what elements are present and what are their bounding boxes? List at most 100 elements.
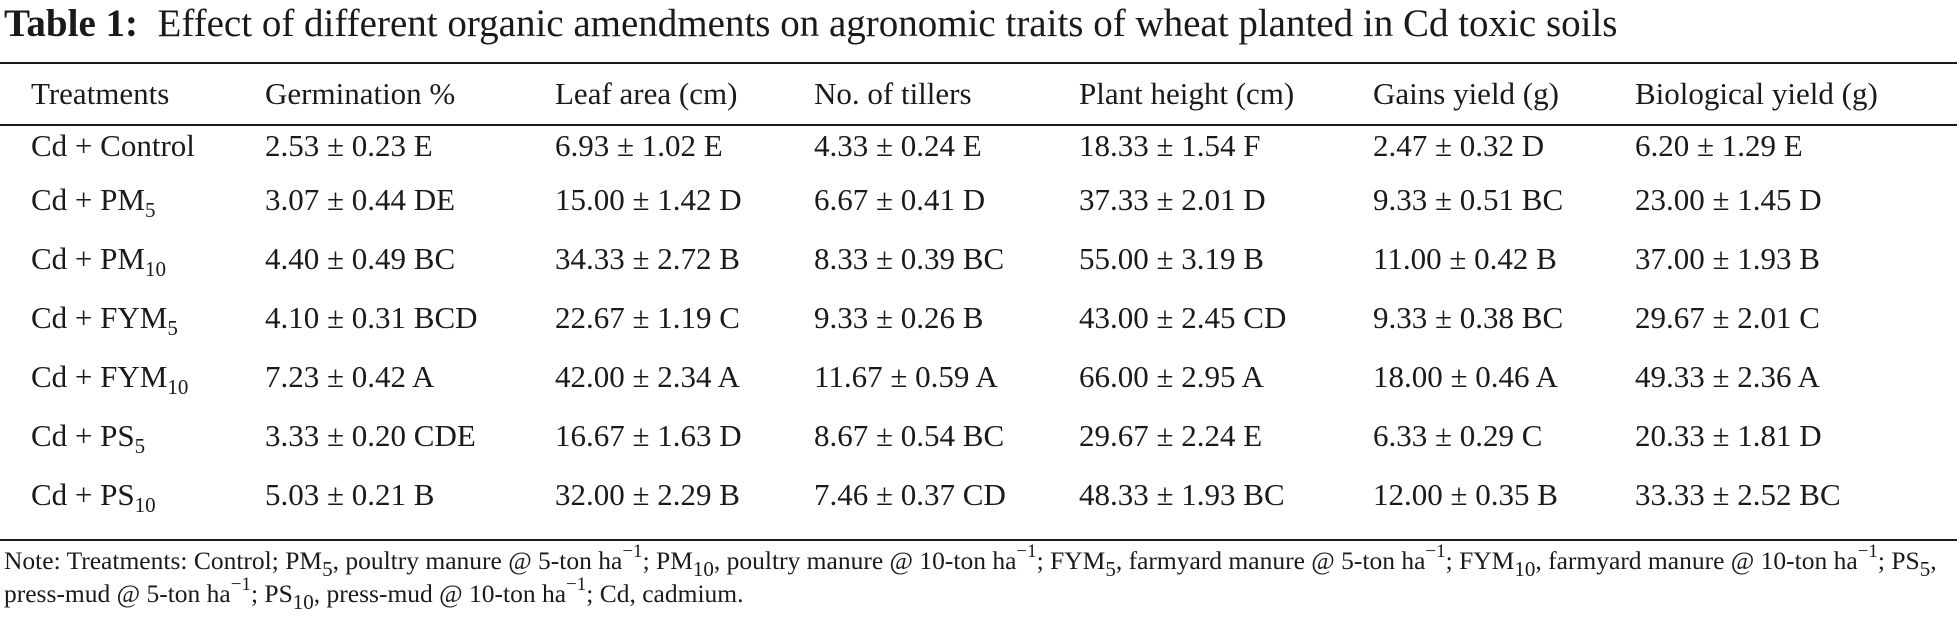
plant-height-cell: 43.00 ± 2.45 CD <box>1079 300 1287 335</box>
note-text: Note: Treatments: Control; PM <box>4 546 323 575</box>
plant-height-cell: 55.00 ± 3.19 B <box>1079 241 1264 276</box>
table-row: Cd + FYM10 7.23 ± 0.42 A 42.00 ± 2.34 A 11.… <box>0 360 1957 419</box>
caption-text: Effect of different organic amendments o… <box>157 2 1618 45</box>
plant-height-cell: 18.33 ± 1.54 F <box>1079 128 1261 163</box>
note-subscript: 10 <box>292 590 314 614</box>
biological-yield-cell: 20.33 ± 1.81 D <box>1635 418 1822 453</box>
leaf-area-cell: 22.67 ± 1.19 C <box>555 300 740 335</box>
grain-yield-cell: 2.47 ± 0.32 D <box>1373 128 1545 163</box>
note-superscript: −1 <box>230 574 251 595</box>
note-text: , farmyard manure @ 10-ton ha <box>1535 546 1858 575</box>
tillers-cell: 11.67 ± 0.59 A <box>814 359 998 394</box>
note-text: ; PS <box>250 579 293 608</box>
table-row: Cd + PS5 3.33 ± 0.20 CDE 16.67 ± 1.63 D 8.6… <box>0 419 1957 478</box>
note-superscript: −1 <box>566 574 587 595</box>
tillers-cell: 7.46 ± 0.37 CD <box>814 477 1006 512</box>
biological-yield-cell: 37.00 ± 1.93 B <box>1635 241 1820 276</box>
biological-yield-cell: 33.33 ± 2.52 BC <box>1635 477 1841 512</box>
note-superscript: −1 <box>1425 541 1446 562</box>
header-germination: Germination % <box>265 76 456 111</box>
header-grain-yield: Gains yield (g) <box>1373 76 1559 111</box>
table-caption: Table 1: Effect of different organic ame… <box>4 2 1617 46</box>
treatment-cell: Cd + PM10 <box>0 242 265 301</box>
note-superscript: −1 <box>622 541 643 562</box>
treatment-name: Cd + PM <box>31 182 145 217</box>
header-plant-height: Plant height (cm) <box>1079 76 1295 111</box>
treatment-name: Cd + PS <box>31 477 135 512</box>
bottom-rule <box>0 539 1957 541</box>
plant-height-cell: 37.33 ± 2.01 D <box>1079 182 1266 217</box>
caption-label: Table 1: <box>4 2 139 45</box>
leaf-area-cell: 42.00 ± 2.34 A <box>555 359 740 394</box>
germination-cell: 4.40 ± 0.49 BC <box>265 241 456 276</box>
header-leaf-area: Leaf area (cm) <box>555 76 738 111</box>
note-text: , poultry manure @ 10-ton ha <box>713 546 1017 575</box>
grain-yield-cell: 9.33 ± 0.38 BC <box>1373 300 1564 335</box>
note-text: , press-mud @ 5-ton ha <box>4 546 1937 608</box>
note-text: , poultry manure @ 5-ton ha <box>332 546 623 575</box>
treatment-cell: Cd + FYM10 <box>0 360 265 419</box>
treatment-name: Cd + PM <box>31 241 145 276</box>
note-superscript: −1 <box>1857 541 1878 562</box>
note-text: ; PS <box>1877 546 1920 575</box>
germination-cell: 7.23 ± 0.42 A <box>265 359 435 394</box>
tillers-cell: 6.67 ± 0.41 D <box>814 182 986 217</box>
header-treatments: Treatments <box>31 76 170 111</box>
treatment-name: Cd + Control <box>31 128 195 163</box>
leaf-area-cell: 6.93 ± 1.02 E <box>555 128 723 163</box>
treatment-cell: Cd + Control <box>0 124 265 183</box>
treatment-subscript: 10 <box>167 375 189 399</box>
note-subscript: 5 <box>1105 557 1116 581</box>
data-table: Treatments Germination % Leaf area (cm) … <box>0 77 1957 537</box>
germination-cell: 2.53 ± 0.23 E <box>265 128 433 163</box>
grain-yield-cell: 9.33 ± 0.51 BC <box>1373 182 1564 217</box>
table-note: Note: Treatments: Control; PM5, poultry … <box>4 541 1954 613</box>
treatment-cell: Cd + FYM5 <box>0 301 265 360</box>
plant-height-cell: 48.33 ± 1.93 BC <box>1079 477 1285 512</box>
leaf-area-cell: 16.67 ± 1.63 D <box>555 418 742 453</box>
tillers-cell: 8.67 ± 0.54 BC <box>814 418 1005 453</box>
header-row: Treatments Germination % Leaf area (cm) … <box>0 77 1957 124</box>
top-rule <box>0 62 1957 64</box>
note-text: ; FYM <box>1445 546 1515 575</box>
tillers-cell: 9.33 ± 0.26 B <box>814 300 984 335</box>
leaf-area-cell: 15.00 ± 1.42 D <box>555 182 742 217</box>
note-subscript: 10 <box>1514 557 1536 581</box>
table-row: Cd + PM10 4.40 ± 0.49 BC 34.33 ± 2.72 B 8.3… <box>0 242 1957 301</box>
note-text: , press-mud @ 10-ton ha <box>313 579 567 608</box>
leaf-area-cell: 34.33 ± 2.72 B <box>555 241 740 276</box>
treatment-subscript: 5 <box>167 316 178 340</box>
germination-cell: 3.07 ± 0.44 DE <box>265 182 456 217</box>
treatment-name: Cd + FYM <box>31 300 168 335</box>
germination-cell: 3.33 ± 0.20 CDE <box>265 418 476 453</box>
note-text: ; PM <box>642 546 693 575</box>
treatment-name: Cd + FYM <box>31 359 168 394</box>
note-text: ; FYM <box>1036 546 1106 575</box>
grain-yield-cell: 11.00 ± 0.42 B <box>1373 241 1557 276</box>
tillers-cell: 4.33 ± 0.24 E <box>814 128 982 163</box>
table-row: Cd + PM5 3.07 ± 0.44 DE 15.00 ± 1.42 D 6.67… <box>0 183 1957 242</box>
header-biological-yield: Biological yield (g) <box>1635 76 1878 111</box>
germination-cell: 4.10 ± 0.31 BCD <box>265 300 478 335</box>
biological-yield-cell: 49.33 ± 2.36 A <box>1635 359 1820 394</box>
note-subscript: 5 <box>1919 557 1931 581</box>
header-tillers: No. of tillers <box>814 76 972 111</box>
table-row: Cd + PS10 5.03 ± 0.21 B 32.00 ± 2.29 B 7.46… <box>0 478 1957 537</box>
treatment-cell: Cd + PS10 <box>0 478 265 537</box>
note-text: , farmyard manure @ 5-ton ha <box>1115 546 1426 575</box>
table-row: Cd + FYM5 4.10 ± 0.31 BCD 22.67 ± 1.19 C 9.… <box>0 301 1957 360</box>
table-row: Cd + Control 2.53 ± 0.23 E 6.93 ± 1.02 E 4.… <box>0 124 1957 183</box>
treatment-cell: Cd + PS5 <box>0 419 265 478</box>
treatment-subscript: 5 <box>144 198 156 222</box>
plant-height-cell: 66.00 ± 2.95 A <box>1079 359 1264 394</box>
plant-height-cell: 29.67 ± 2.24 E <box>1079 418 1263 453</box>
treatment-cell: Cd + PM5 <box>0 183 265 242</box>
treatment-subscript: 5 <box>134 434 146 458</box>
treatment-subscript: 10 <box>134 493 156 517</box>
note-text: ; Cd, cadmium. <box>586 579 744 608</box>
table-body: Cd + Control 2.53 ± 0.23 E 6.93 ± 1.02 E 4.… <box>0 124 1957 537</box>
biological-yield-cell: 29.67 ± 2.01 C <box>1635 300 1820 335</box>
germination-cell: 5.03 ± 0.21 B <box>265 477 435 512</box>
biological-yield-cell: 23.00 ± 1.45 D <box>1635 182 1822 217</box>
note-subscript: 5 <box>322 557 333 581</box>
